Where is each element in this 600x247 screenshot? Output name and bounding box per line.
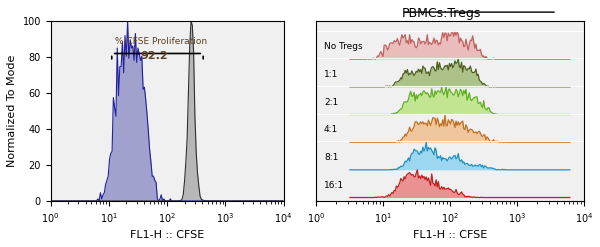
Text: No Tregs: No Tregs [324,42,362,51]
Text: 92.2: 92.2 [141,51,169,61]
Y-axis label: Normalized To Mode: Normalized To Mode [7,55,17,167]
Text: 8:1: 8:1 [324,153,338,162]
X-axis label: FL1-H :: CFSE: FL1-H :: CFSE [130,230,204,240]
Text: 2:1: 2:1 [324,98,338,106]
Text: PBMCs:Tregs: PBMCs:Tregs [401,7,481,20]
Text: 1:1: 1:1 [324,70,338,79]
X-axis label: FL1-H :: CFSE: FL1-H :: CFSE [413,230,487,240]
Text: 16:1: 16:1 [324,181,344,189]
Text: % CFSE Proliferation: % CFSE Proliferation [115,38,207,46]
Text: 4:1: 4:1 [324,125,338,134]
